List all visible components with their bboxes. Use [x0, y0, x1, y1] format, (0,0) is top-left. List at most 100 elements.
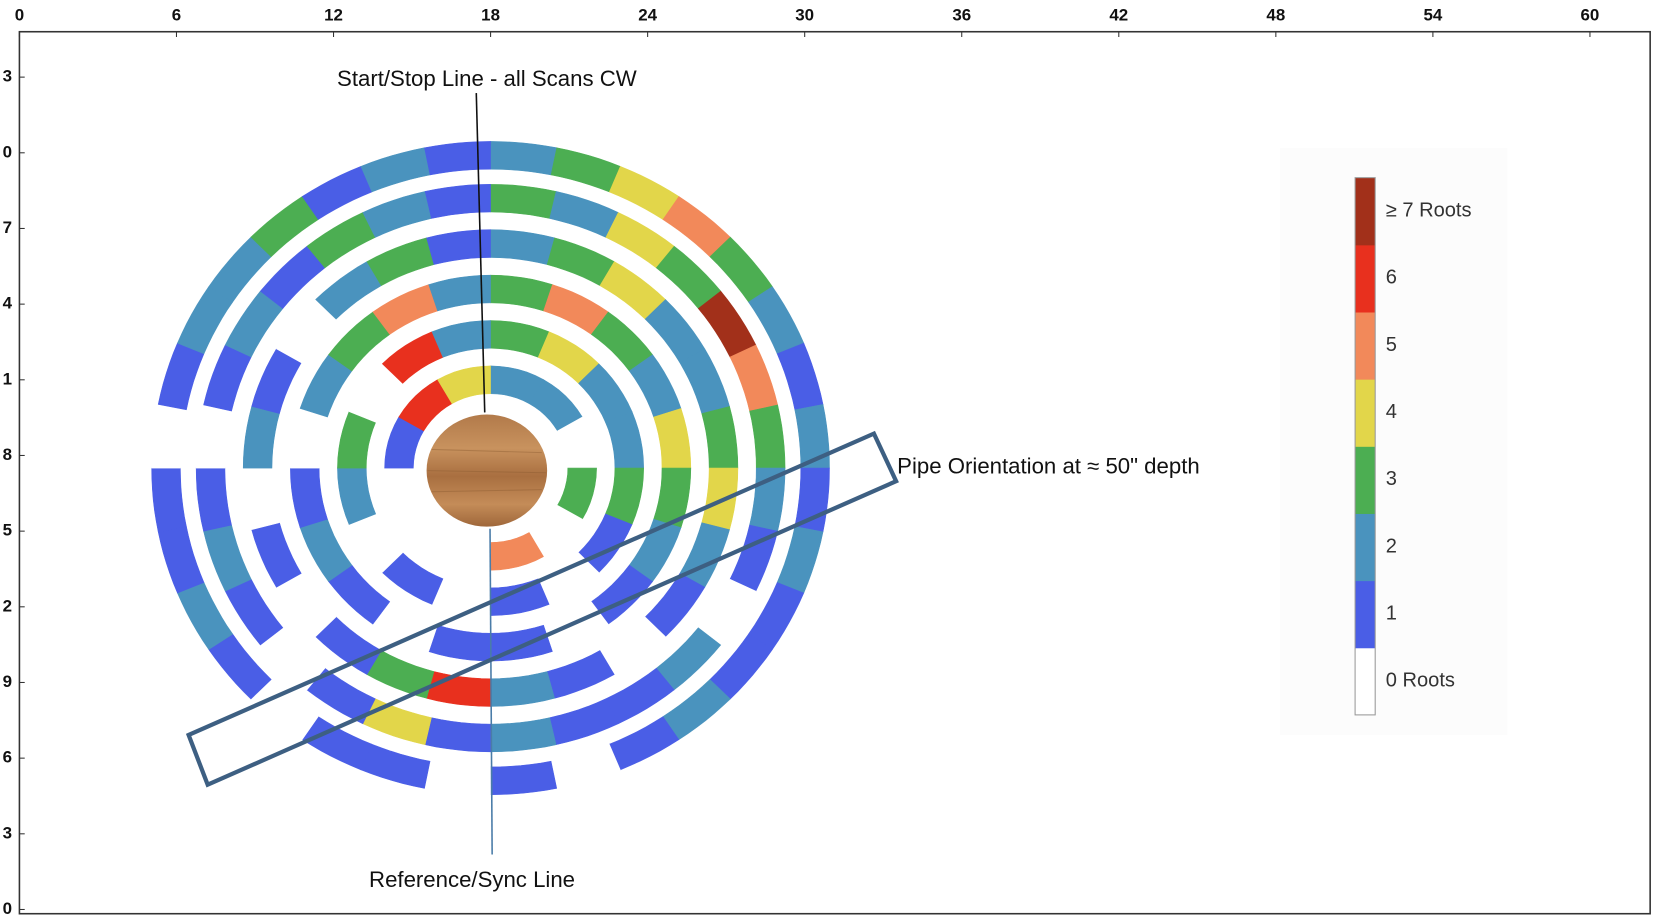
legend-swatch	[1355, 244, 1376, 313]
heat-cell	[729, 344, 779, 412]
heat-cell	[195, 467, 232, 532]
heat-cell	[290, 467, 328, 529]
heat-cell	[362, 698, 432, 746]
heat-cell	[242, 406, 280, 469]
x-tick-label: 60	[1581, 5, 1600, 24]
heat-cell	[424, 760, 491, 796]
heat-cell	[290, 408, 328, 469]
heat-cell	[701, 467, 739, 531]
start-stop-line	[475, 93, 486, 413]
legend-label: 6	[1386, 267, 1397, 289]
legend-swatch	[1355, 647, 1376, 716]
heat-cell	[490, 671, 555, 707]
heat-cell	[490, 141, 558, 176]
heat-cell	[605, 411, 644, 469]
heat-cell	[424, 184, 491, 219]
heat-cell	[701, 406, 739, 469]
x-tick-label: 6	[172, 5, 181, 24]
pipe	[426, 414, 548, 527]
heat-cell	[251, 522, 302, 588]
heat-cell	[428, 624, 491, 662]
heat-cell	[242, 467, 280, 531]
heat-cell	[157, 526, 205, 594]
annotation: Start/Stop Line - all Scans CW	[337, 66, 637, 91]
heat-cell	[424, 717, 491, 753]
heat-cell	[157, 342, 205, 411]
wood-grain	[427, 448, 547, 493]
legend-label: 2	[1386, 535, 1397, 557]
x-tick-label: 36	[952, 5, 971, 24]
heat-cell	[748, 286, 805, 355]
heat-cell	[776, 526, 824, 594]
heat-cell	[360, 743, 431, 789]
y-tick-label: 4	[3, 294, 13, 313]
reference-line	[489, 528, 493, 855]
heat-cell	[653, 408, 692, 469]
legend-label: 5	[1386, 334, 1397, 356]
heat-cell	[490, 184, 557, 219]
legend-label: 0 Roots	[1386, 670, 1455, 692]
heat-cell	[426, 229, 491, 265]
legend-swatch	[1355, 513, 1376, 582]
x-tick-label: 18	[481, 5, 500, 24]
x-tick-label: 42	[1109, 5, 1128, 24]
heat-cell	[151, 404, 187, 469]
heat-cell	[203, 524, 252, 592]
heat-cell	[608, 716, 680, 771]
heat-cell	[550, 743, 621, 789]
pipe-orientation-box	[185, 430, 899, 788]
heat-cell	[437, 365, 491, 405]
heat-cell	[776, 342, 824, 411]
y-tick-label: 3	[3, 823, 12, 842]
y-tick-label: 8	[3, 445, 12, 464]
heat-cell	[362, 191, 432, 238]
annotation: Reference/Sync Line	[369, 867, 575, 892]
x-tick-label: 12	[324, 5, 343, 24]
y-tick-label: 0	[3, 899, 12, 918]
heat-cell	[490, 717, 557, 753]
x-tick-label: 24	[638, 5, 657, 24]
heat-cell	[549, 191, 619, 238]
y-tick-label: 1	[3, 369, 12, 388]
heat-cell	[424, 141, 491, 176]
x-tick-label: 48	[1266, 5, 1285, 24]
heat-cell	[490, 760, 558, 796]
plot-frame	[18, 30, 1651, 915]
heat-cell	[549, 698, 619, 746]
x-tick-label: 30	[795, 5, 814, 24]
legend-label: 3	[1386, 468, 1397, 490]
heat-cell	[195, 404, 232, 469]
heat-cell	[426, 671, 491, 707]
x-tick-label: 54	[1423, 5, 1442, 24]
heat-cell	[546, 650, 615, 699]
heat-cell	[203, 344, 252, 412]
legend-swatch	[1355, 580, 1376, 649]
y-tick-label: 7	[3, 218, 12, 237]
y-tick-label: 6	[3, 748, 12, 767]
annotation: Pipe Orientation at ≈ 50" depth	[897, 453, 1200, 478]
y-tick-label: 3	[3, 67, 12, 86]
legend-swatch	[1355, 311, 1376, 380]
heat-cell	[490, 229, 555, 265]
legend-bar-frame	[1354, 177, 1376, 716]
heat-cell	[428, 274, 491, 312]
x-tick-label: 0	[15, 5, 24, 24]
heat-cell	[301, 166, 373, 220]
heat-cell	[366, 237, 435, 286]
legend-swatch	[1355, 177, 1376, 246]
heat-cell	[337, 467, 377, 525]
legend-label: 4	[1386, 401, 1397, 423]
y-tick-label: 9	[3, 672, 12, 691]
heat-cell	[749, 467, 786, 532]
legend-label: ≥ 7 Roots	[1386, 200, 1472, 222]
y-tick-label: 0	[3, 142, 12, 161]
heat-cell	[151, 467, 187, 533]
heat-cell	[550, 147, 621, 193]
y-tick-label: 2	[3, 596, 12, 615]
y-tick-label: 5	[3, 521, 12, 540]
heat-cell	[177, 582, 234, 650]
heat-cell	[679, 348, 730, 414]
heat-cell	[431, 320, 491, 358]
legend-label: 1	[1386, 602, 1397, 624]
